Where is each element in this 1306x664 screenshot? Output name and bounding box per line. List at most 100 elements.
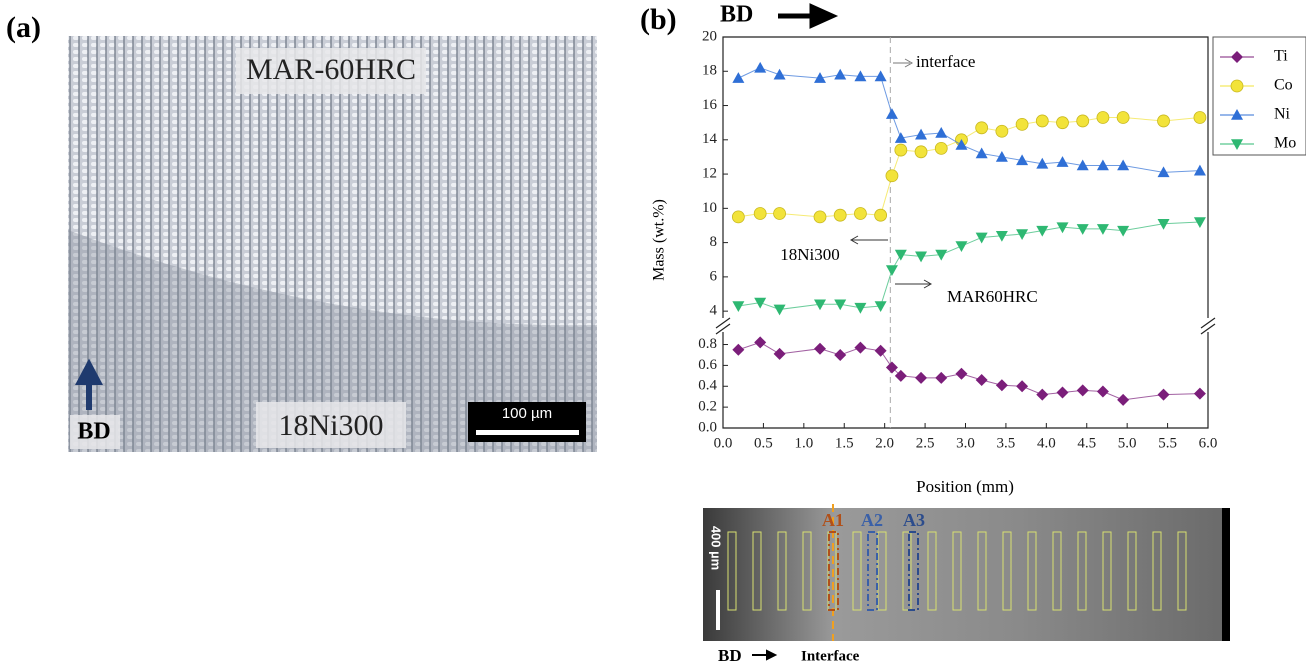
y2-tick-label: 0.0 [698, 419, 717, 435]
marker [975, 147, 988, 159]
marker [1036, 225, 1049, 237]
panel-label: (b) [640, 3, 677, 36]
marker [894, 369, 907, 382]
slot [1077, 531, 1087, 611]
marker [1036, 157, 1049, 169]
slot [1052, 531, 1062, 611]
annotation: 18Ni300 [780, 245, 840, 264]
legend [1212, 36, 1306, 156]
marker [754, 336, 767, 349]
marker [1016, 229, 1029, 241]
marker [935, 249, 948, 261]
y-tick-label: 16 [702, 97, 718, 113]
y-tick-label: 18 [702, 63, 717, 79]
marker [1056, 386, 1069, 399]
legend-marker [1231, 51, 1243, 63]
slot [1127, 531, 1137, 611]
region-box [828, 531, 839, 611]
label-box [70, 415, 120, 449]
x-tick-label: 0.0 [714, 435, 733, 451]
marker [854, 341, 867, 354]
x-tick-label: 3.5 [997, 435, 1016, 451]
marker [1016, 380, 1029, 393]
marker [1076, 224, 1089, 235]
x-tick-label: 0.5 [754, 435, 773, 451]
x-tick-label: 4.0 [1037, 435, 1056, 451]
slot [777, 531, 787, 611]
marker [1157, 114, 1170, 128]
marker [1016, 154, 1029, 166]
slot [952, 531, 962, 611]
marker [885, 108, 898, 119]
x-axis-title: Position (mm) [916, 477, 1014, 496]
marker [773, 207, 786, 220]
marker [732, 301, 745, 313]
marker [1076, 384, 1089, 397]
region-label: MAR-60HRC [246, 53, 416, 86]
label-box [256, 402, 406, 448]
marker [955, 241, 968, 253]
annotation: MAR60HRC [947, 287, 1038, 306]
direction-label: BD [720, 2, 753, 28]
slot [1152, 531, 1162, 611]
marker [1157, 218, 1170, 230]
marker [731, 210, 745, 224]
panel-label: (a) [6, 11, 41, 44]
marker [1056, 156, 1069, 167]
marker [885, 361, 898, 374]
marker [1193, 217, 1206, 229]
scale-label: 100 µm [502, 405, 552, 422]
slot [1002, 531, 1012, 611]
legend-marker [1231, 109, 1243, 120]
slot [802, 531, 812, 611]
slot [727, 531, 737, 611]
marker [1157, 388, 1170, 401]
marker [854, 207, 867, 220]
marker [1076, 159, 1089, 171]
marker [814, 72, 826, 83]
bd-arrow [75, 358, 103, 410]
marker [1116, 111, 1130, 124]
marker [754, 297, 767, 309]
slot [977, 531, 987, 611]
marker [955, 138, 968, 150]
marker [885, 169, 899, 183]
sem-strip [703, 508, 1230, 641]
x-tick-label: 5.0 [1118, 435, 1137, 451]
annotation: interface [916, 52, 975, 71]
marker [1076, 114, 1090, 128]
legend-marker [1231, 139, 1243, 150]
marker [1056, 116, 1069, 130]
series-line [738, 221, 1200, 310]
lower-frame [722, 332, 1209, 429]
axis-break [715, 317, 1216, 335]
marker [754, 61, 767, 73]
upper-frame [722, 36, 1209, 318]
slot [927, 531, 937, 611]
annotation-arrow [895, 279, 933, 289]
legend-marker [1230, 79, 1244, 93]
annotation-arrow [893, 58, 914, 68]
marker [894, 249, 907, 261]
y-tick-label: 6 [710, 268, 718, 284]
series-line [738, 67, 1200, 173]
marker [915, 128, 928, 140]
legend-label: Co [1274, 77, 1293, 94]
marker [975, 374, 988, 386]
marker [1035, 114, 1049, 128]
strip-edge [1222, 508, 1230, 641]
marker [1015, 117, 1029, 131]
micrograph [68, 36, 597, 452]
scale-label: 400 µm [709, 526, 724, 570]
x-tick-label: 5.5 [1158, 435, 1177, 451]
marker [874, 301, 887, 313]
direction-label: BD [718, 646, 742, 664]
marker [915, 371, 928, 384]
direction-label: BD [77, 419, 110, 445]
marker [975, 232, 988, 244]
x-tick-label: 6.0 [1199, 435, 1218, 451]
slot [752, 531, 762, 611]
legend-label: Mo [1274, 135, 1296, 152]
x-tick-label: 4.5 [1077, 435, 1096, 451]
